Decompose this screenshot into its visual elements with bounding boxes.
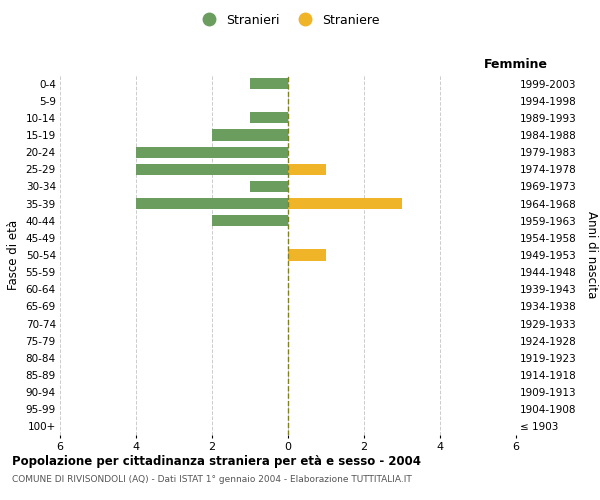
Bar [136, 198, 288, 209]
Bar [250, 78, 288, 89]
Bar [250, 112, 288, 124]
Bar [288, 164, 326, 175]
Y-axis label: Fasce di età: Fasce di età [7, 220, 20, 290]
Text: COMUNE DI RIVISONDOLI (AQ) - Dati ISTAT 1° gennaio 2004 - Elaborazione TUTTITALI: COMUNE DI RIVISONDOLI (AQ) - Dati ISTAT … [12, 475, 412, 484]
Y-axis label: Anni di nascita: Anni di nascita [585, 212, 598, 298]
Bar [250, 181, 288, 192]
Bar [136, 164, 288, 175]
Bar [288, 198, 402, 209]
Text: Popolazione per cittadinanza straniera per età e sesso - 2004: Popolazione per cittadinanza straniera p… [12, 455, 421, 468]
Bar [136, 146, 288, 158]
Bar [212, 130, 288, 140]
Bar [288, 250, 326, 260]
Text: Femmine: Femmine [484, 58, 548, 71]
Legend: Stranieri, Straniere: Stranieri, Straniere [191, 8, 385, 32]
Bar [212, 215, 288, 226]
